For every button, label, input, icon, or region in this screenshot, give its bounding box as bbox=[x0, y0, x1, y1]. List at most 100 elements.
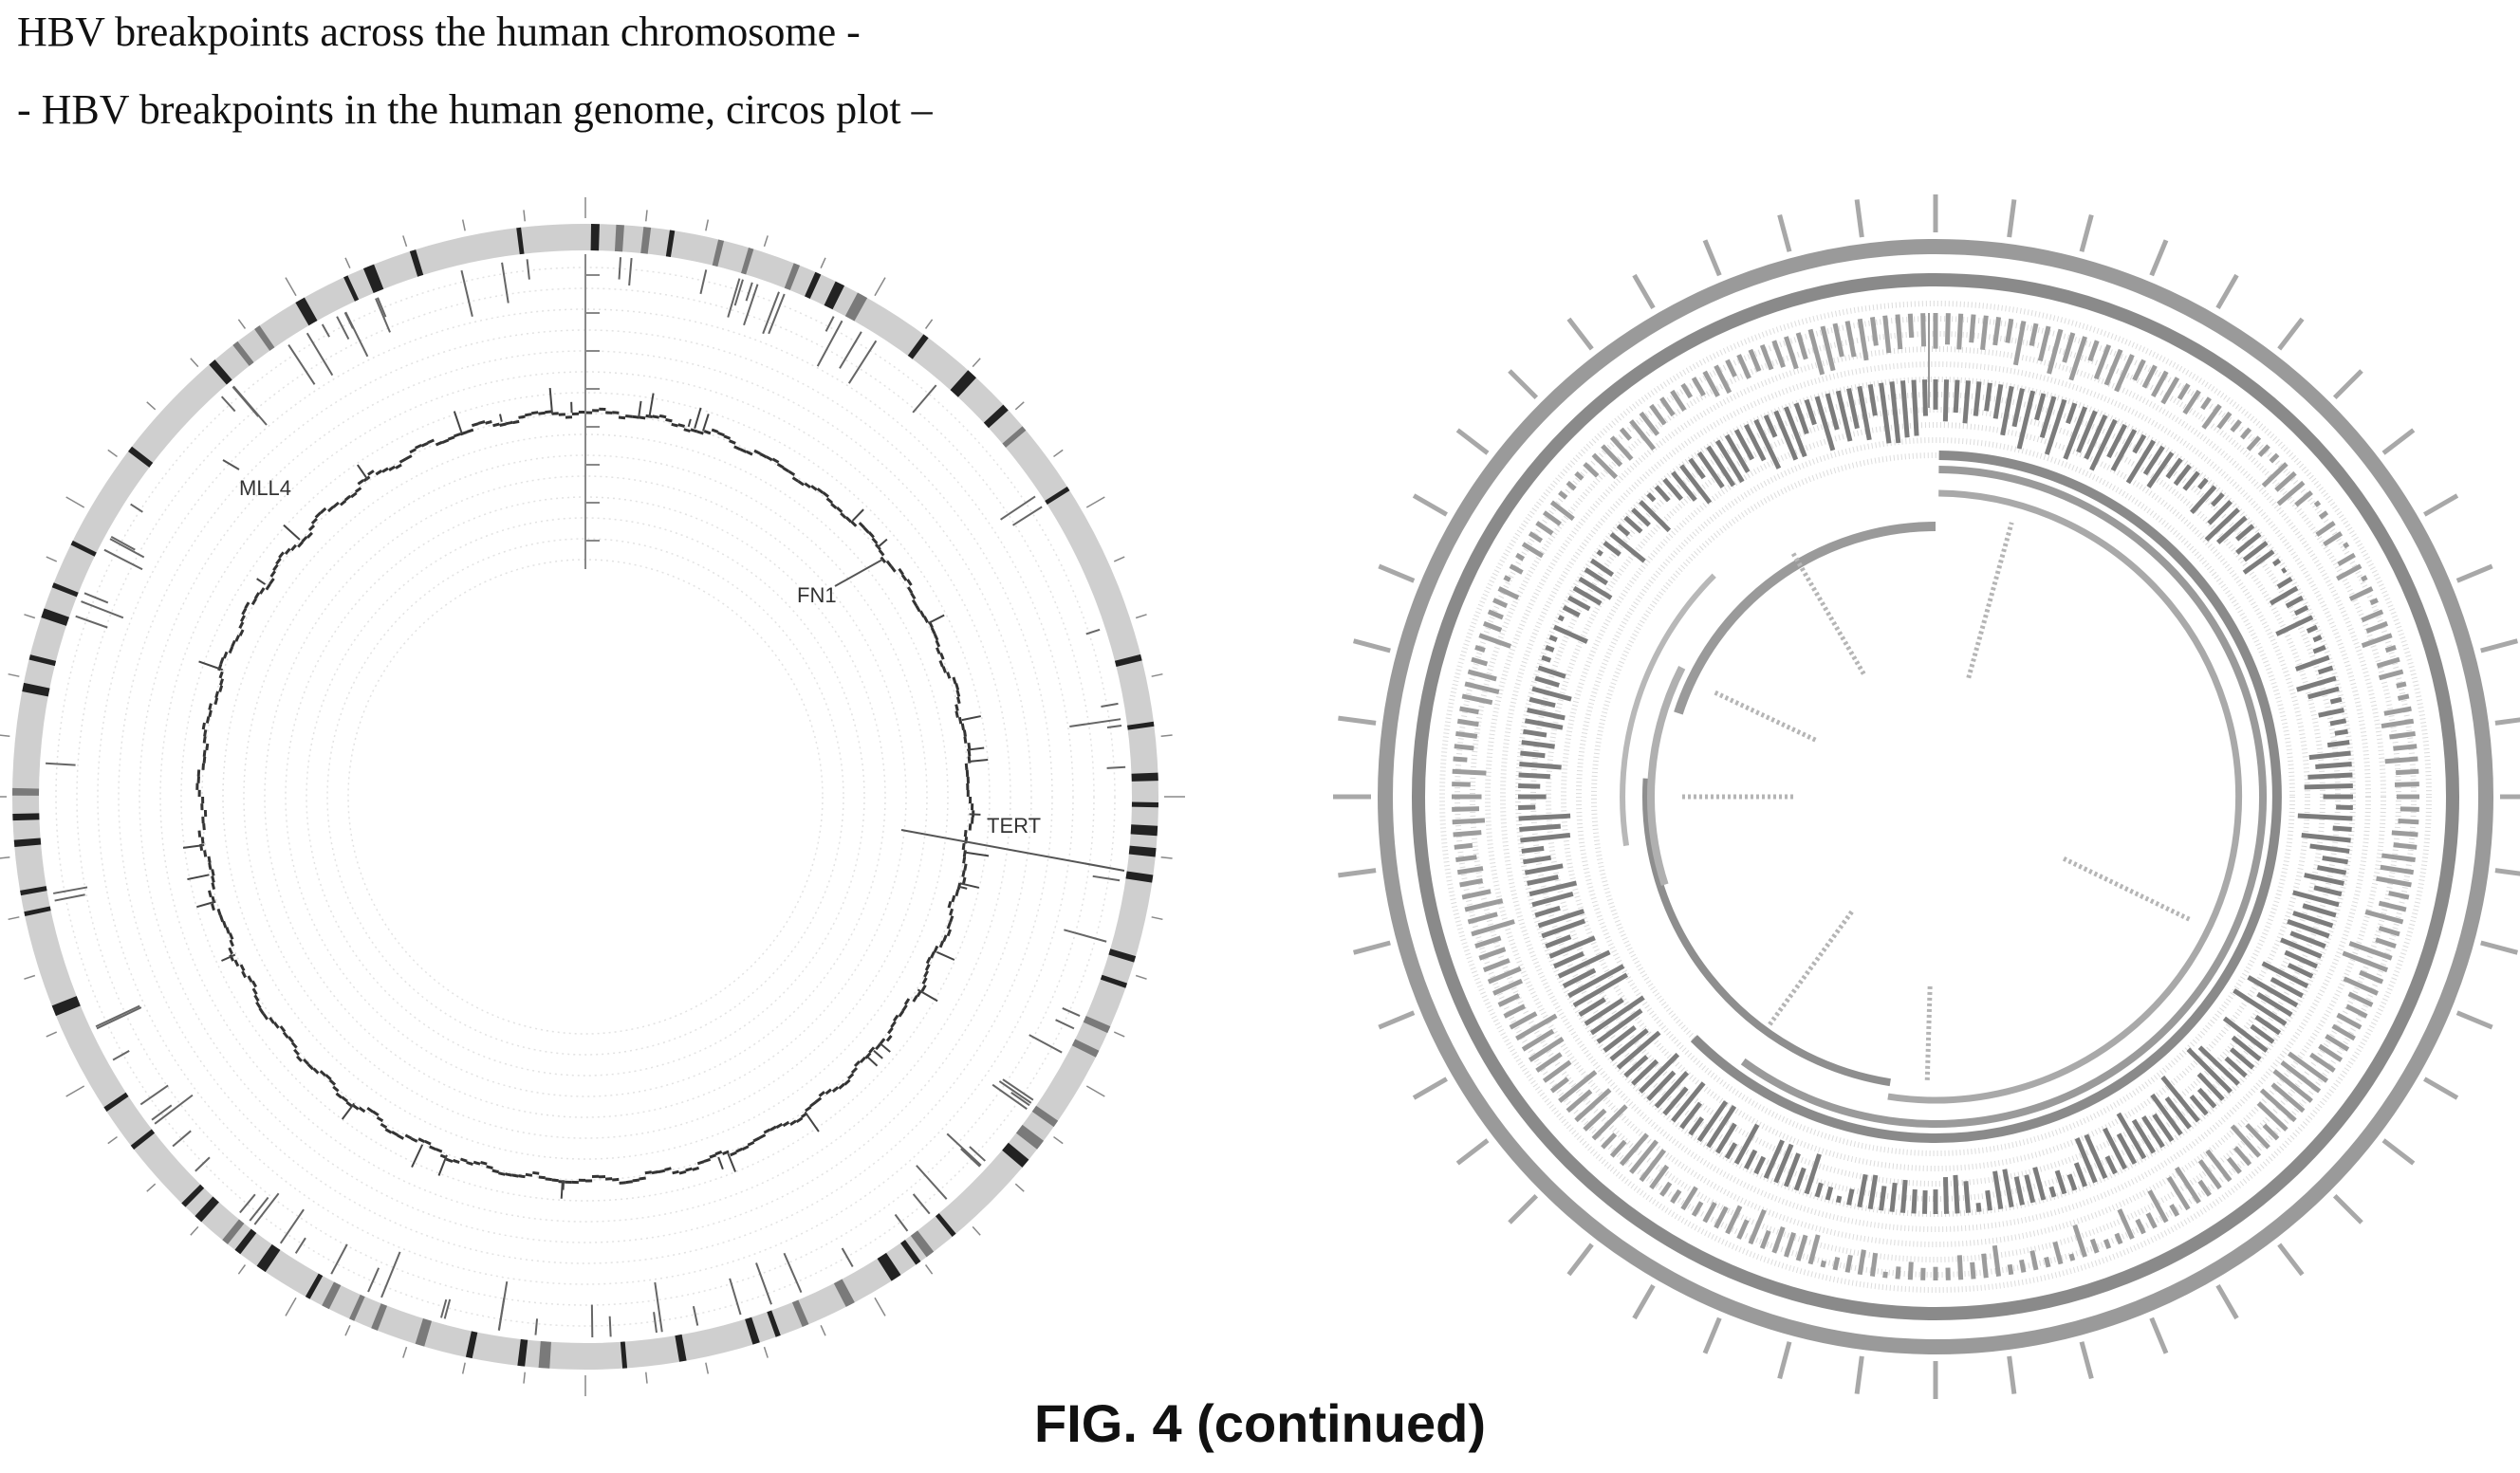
histogram-bar bbox=[2316, 865, 2347, 875]
histogram-bar bbox=[1773, 410, 1799, 461]
histogram-bar bbox=[2150, 1093, 2183, 1136]
trace-segment bbox=[499, 422, 507, 427]
histogram-bar bbox=[1584, 997, 1624, 1026]
histogram-bar bbox=[2378, 900, 2407, 912]
gene-label-tert: TERT bbox=[987, 814, 1041, 838]
outer-tick bbox=[2332, 369, 2363, 400]
trace-segment bbox=[900, 574, 908, 581]
breakpoint-mark bbox=[103, 548, 143, 571]
breakpoint-mark bbox=[608, 1316, 612, 1337]
trace-segment bbox=[477, 420, 486, 425]
outer-tick bbox=[1151, 916, 1163, 921]
histogram-bar bbox=[2388, 891, 2410, 900]
histogram-bar bbox=[1696, 1100, 1729, 1143]
ideogram-band bbox=[1114, 654, 1142, 668]
histogram-bar bbox=[2135, 1218, 2146, 1235]
histogram-bar bbox=[2383, 706, 2412, 716]
histogram-bar bbox=[2044, 398, 2067, 455]
breakpoint-mark bbox=[526, 259, 530, 280]
outer-tick bbox=[1352, 638, 1391, 654]
trace-segment bbox=[759, 452, 768, 459]
breakpoint-mark bbox=[344, 311, 369, 358]
trace-segment bbox=[454, 433, 461, 438]
breakpoint-mark bbox=[783, 1252, 803, 1294]
histogram-bar bbox=[1566, 1089, 1593, 1114]
trace-segment bbox=[253, 592, 261, 599]
histogram-bar bbox=[2398, 819, 2419, 825]
trace-segment bbox=[964, 763, 969, 771]
histogram-bar bbox=[2256, 991, 2293, 1018]
breakpoint-mark bbox=[618, 257, 622, 280]
breakpoint-mark bbox=[1106, 725, 1122, 729]
histogram-bar bbox=[2400, 806, 2419, 812]
breakpoint-mark bbox=[847, 340, 878, 384]
histogram-bar bbox=[1520, 750, 1546, 759]
histogram-bar bbox=[2063, 406, 2088, 460]
histogram-bar bbox=[1646, 1070, 1677, 1101]
histogram-bar bbox=[1844, 1254, 1853, 1273]
outer-tick bbox=[2215, 1284, 2239, 1320]
breakpoint-mark bbox=[151, 1104, 173, 1121]
histogram-bar bbox=[1518, 813, 1571, 821]
histogram-bar bbox=[2250, 1023, 2275, 1044]
trace-segment bbox=[518, 1174, 526, 1179]
histogram-bar bbox=[1688, 1116, 1705, 1136]
trace-segment bbox=[830, 503, 838, 509]
ideogram-band bbox=[22, 682, 50, 697]
histogram-bar bbox=[1773, 1143, 1794, 1184]
histogram-bar bbox=[2317, 665, 2334, 675]
trace-segment bbox=[912, 995, 918, 1003]
histogram-bar bbox=[1662, 1086, 1689, 1116]
histogram-bar bbox=[1529, 880, 1578, 897]
trace-segment bbox=[890, 1021, 897, 1028]
breakpoint-mark bbox=[1000, 495, 1036, 521]
trace-segment bbox=[397, 1133, 405, 1140]
breakpoint-mark bbox=[380, 1251, 401, 1298]
trace-segment bbox=[410, 1136, 418, 1143]
breakpoint-mark bbox=[460, 269, 473, 317]
outer-tick bbox=[24, 974, 36, 980]
breakpoint-mark bbox=[946, 1132, 982, 1167]
histogram-bar bbox=[1920, 313, 1927, 347]
right-outer-ring bbox=[1378, 239, 2493, 1354]
trace-segment bbox=[216, 908, 222, 916]
histogram-bar bbox=[1714, 439, 1745, 484]
trace-spike bbox=[958, 885, 968, 890]
histogram-bar bbox=[1744, 1149, 1758, 1170]
trace-segment bbox=[435, 440, 443, 447]
breakpoint-mark bbox=[534, 1318, 539, 1335]
trace-segment bbox=[797, 480, 805, 487]
histogram-bar bbox=[1541, 654, 1552, 663]
histogram-bar bbox=[2145, 1212, 2158, 1229]
trace-segment bbox=[284, 547, 291, 556]
histogram-bar bbox=[1832, 322, 1844, 358]
trace-segment bbox=[202, 756, 207, 764]
ideogram-band bbox=[791, 1299, 809, 1328]
trace-segment bbox=[480, 1160, 488, 1166]
histogram-bar bbox=[2343, 976, 2379, 996]
histogram-bar bbox=[1452, 806, 1480, 812]
ideogram-band bbox=[824, 281, 845, 310]
histogram-bar bbox=[1589, 995, 1645, 1036]
histogram-bar bbox=[2313, 500, 2322, 507]
outer-tick bbox=[2149, 239, 2169, 277]
trace-segment bbox=[678, 1169, 687, 1175]
ideogram-band bbox=[675, 1334, 687, 1362]
ideogram-band bbox=[51, 996, 81, 1017]
histogram-bar bbox=[1549, 1077, 1569, 1094]
histogram-bar bbox=[2231, 1035, 2262, 1061]
breakpoint-mark bbox=[733, 279, 744, 306]
outer-tick bbox=[2455, 1010, 2493, 1030]
data-arc bbox=[1690, 451, 2282, 1143]
breakpoint-mark bbox=[330, 1243, 348, 1275]
trace-segment bbox=[439, 1153, 448, 1160]
histogram-bar bbox=[1487, 609, 1504, 620]
histogram-bar bbox=[2375, 937, 2397, 948]
trace-segment bbox=[384, 1128, 393, 1134]
trace-segment bbox=[941, 666, 947, 673]
histogram-bar bbox=[2306, 624, 2318, 634]
breakpoint-mark bbox=[762, 291, 780, 335]
trace-segment bbox=[769, 1125, 777, 1132]
histogram-bar bbox=[2313, 885, 2343, 897]
left-grid-ring bbox=[180, 392, 991, 1202]
